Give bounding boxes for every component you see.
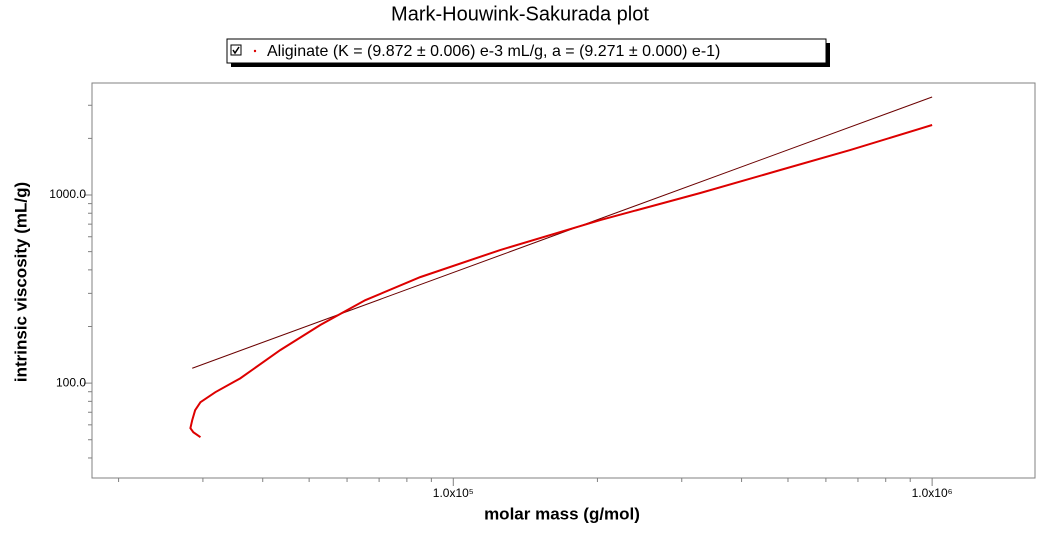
data-line	[189, 124, 933, 438]
plot-frame	[91, 82, 1036, 479]
y-axis-label: intrinsic viscosity (mL/g)	[11, 182, 30, 382]
checkmark	[232, 46, 240, 55]
legend	[226, 38, 827, 64]
legend-checkbox[interactable]	[230, 44, 242, 56]
legend-marker	[253, 49, 257, 53]
x-axis-label: molar mass (g/mol)	[484, 504, 640, 523]
fit-line	[192, 96, 933, 369]
y-tick-label: 100.0	[56, 375, 86, 389]
chart-title: Mark-Houwink-Sakurada plot	[391, 3, 649, 25]
y-tick-label: 1000.0	[49, 187, 86, 201]
x-tick-label: 1.0x10⁶	[912, 486, 953, 500]
legend-label: Aliginate (K = (9.872 ± 0.006) e-3 mL/g,…	[267, 43, 720, 60]
x-tick-label: 1.0x10⁵	[433, 486, 474, 500]
